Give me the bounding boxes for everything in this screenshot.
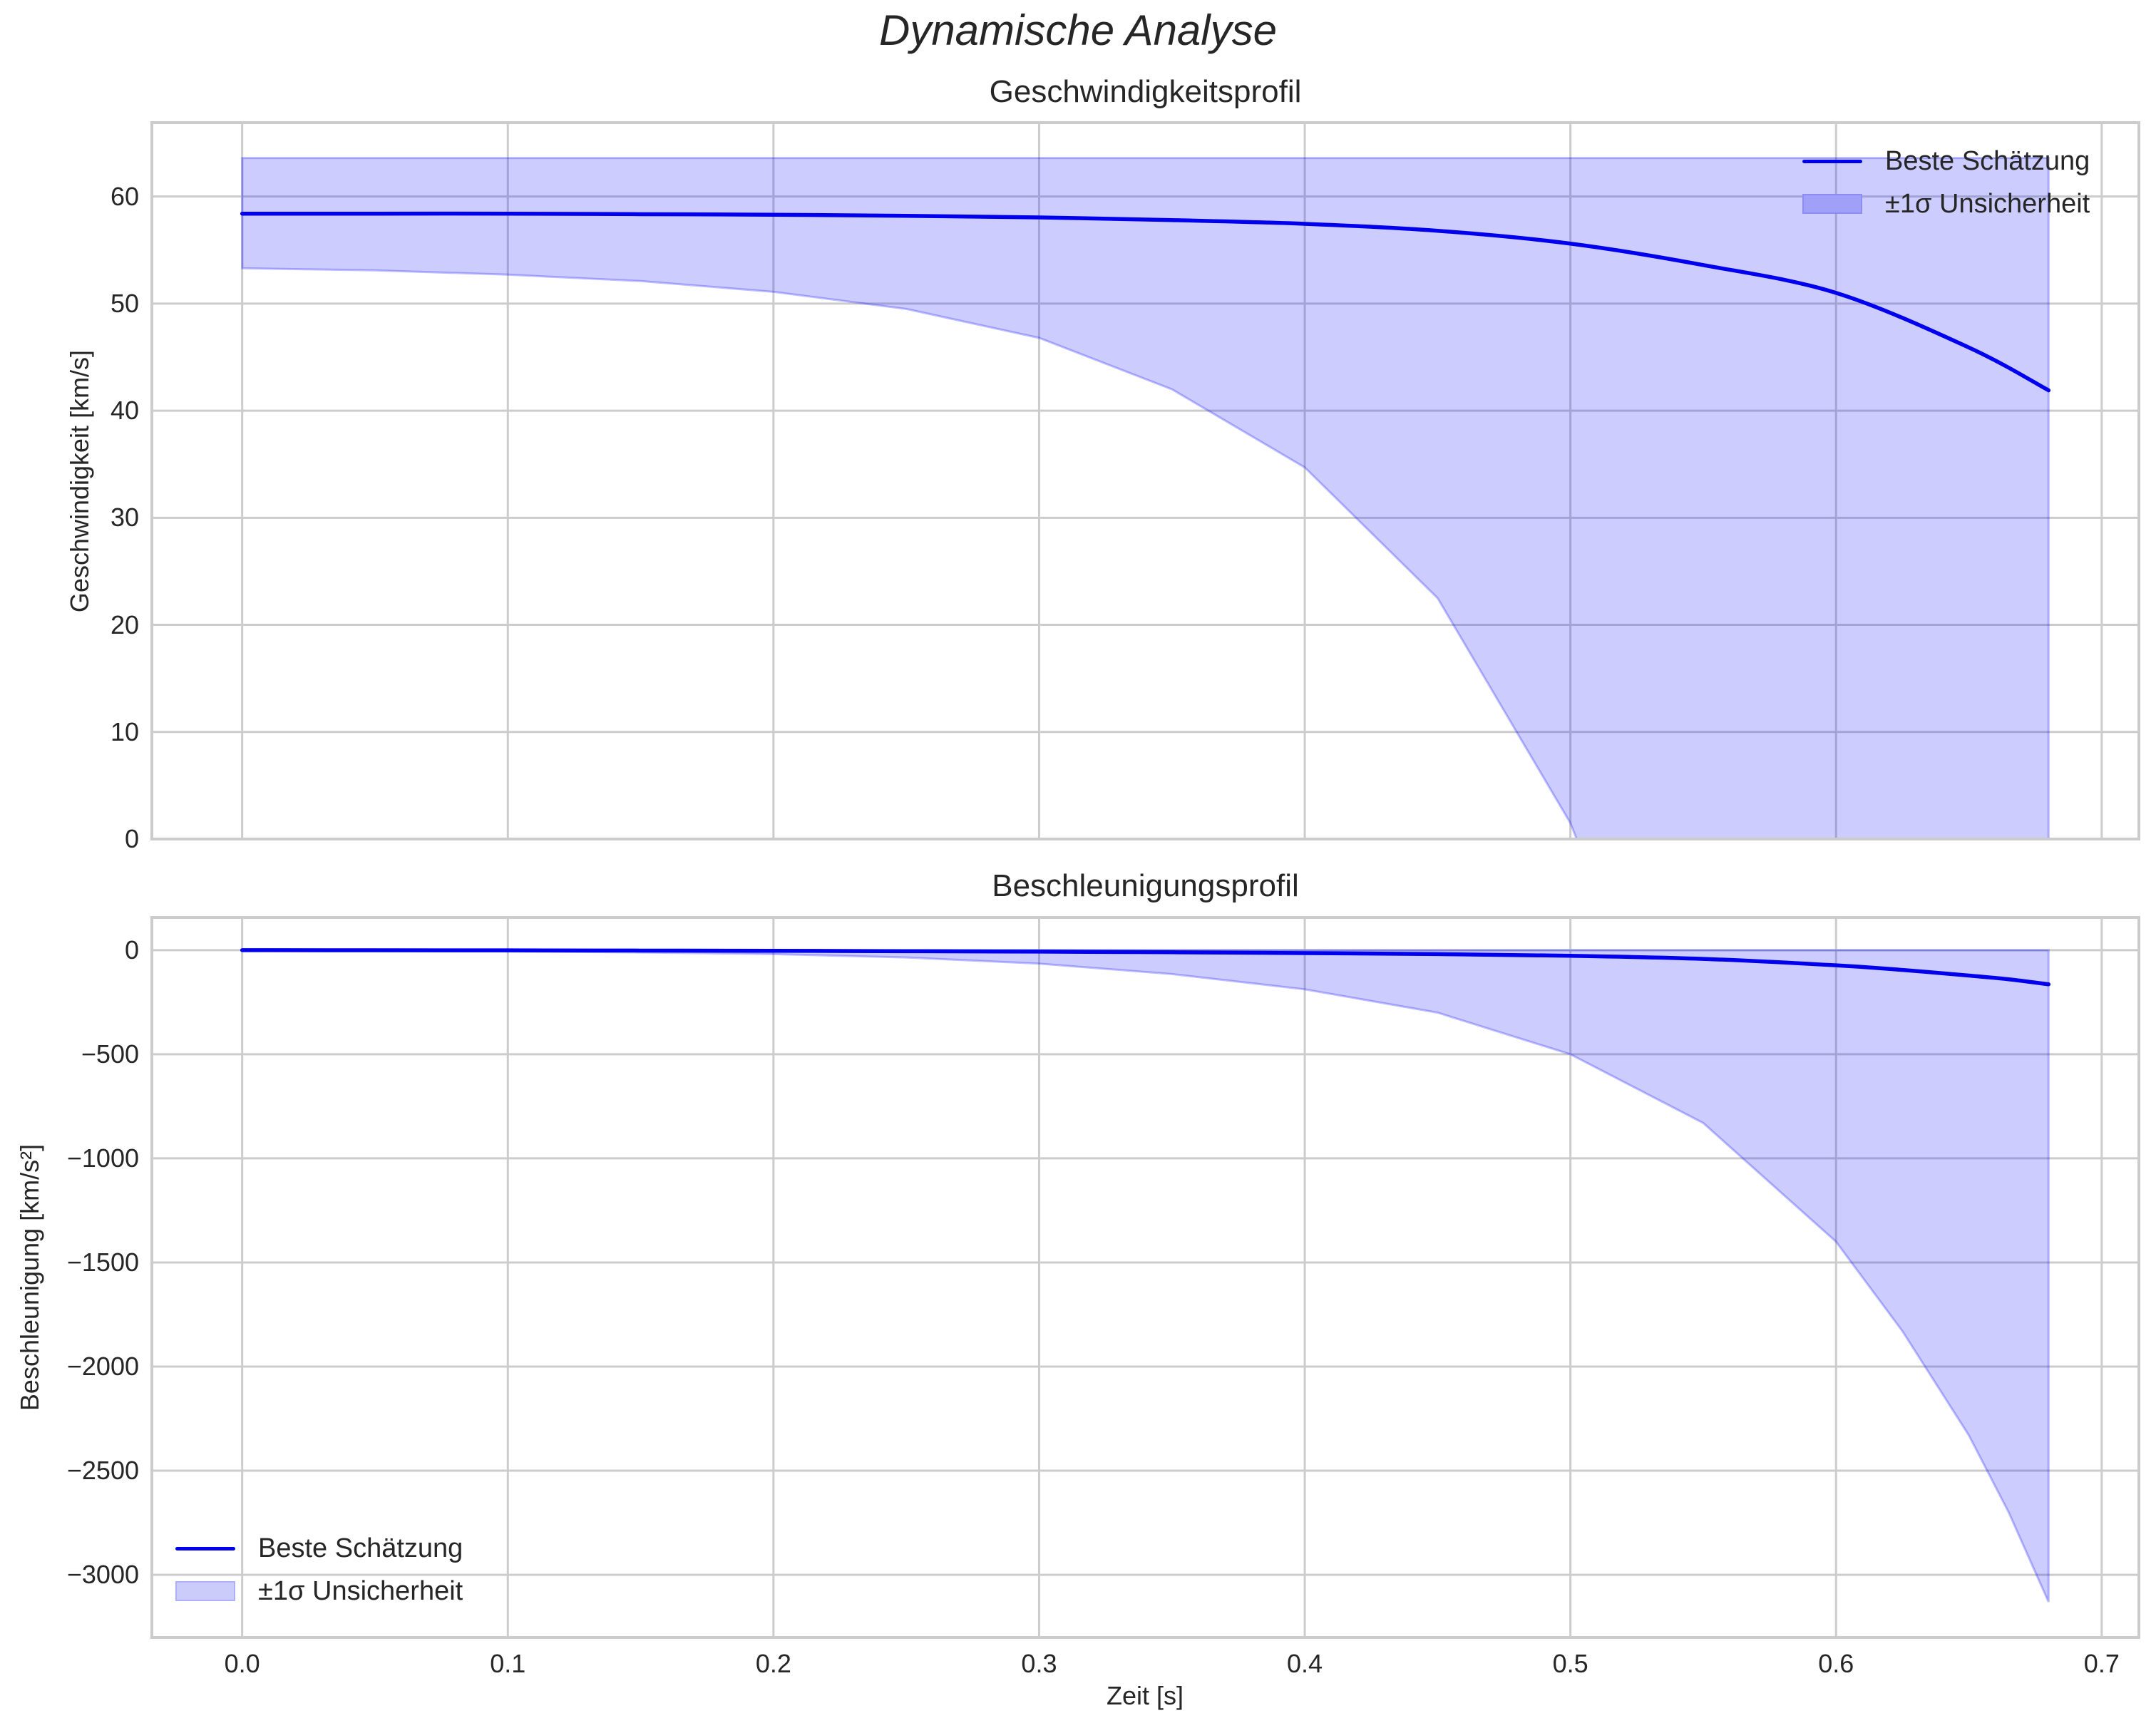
best-estimate-line [240,948,2051,987]
y-tick-label: −2000 [66,1352,139,1381]
x-tick-label: 0.1 [490,1649,526,1678]
x-axis-label: Zeit [s] [1106,1681,1184,1710]
uncertainty-band [241,157,2050,839]
y-tick-label: −3000 [66,1560,139,1590]
axes-frame [150,916,2140,1639]
y-tick-label: −2500 [66,1456,139,1486]
y-tick-label: 20 [110,610,139,639]
legend-label: ±1σ Unsicherheit [258,1575,463,1606]
y-tick-label: 0 [124,935,139,965]
y-tick-label: 10 [110,716,139,746]
axes-1-plot-area [150,916,2140,1639]
axes-frame [150,121,2140,840]
velocity-axes-title: Geschwindigkeitsprofil [989,74,1302,109]
axes-0-plot-area [150,121,2140,840]
velocity-legend: Beste Schätzung ±1σ Unsicherheit [1802,140,2090,225]
y-tick-label: −1500 [66,1247,139,1277]
x-tick-label: 0.3 [1021,1649,1057,1678]
line-swatch-icon [1802,159,1862,163]
velocity-y-axis-label: Geschwindigkeit [km/s] [65,349,94,613]
x-tick-label: 0.6 [1818,1649,1854,1678]
y-tick-label: 60 [110,181,139,211]
legend-label: ±1σ Unsicherheit [1885,188,2090,219]
patch-swatch-icon [1802,194,1862,214]
uncertainty-band [241,949,2050,1603]
x-tick-label: 0.4 [1287,1649,1323,1678]
line-swatch-icon [175,1546,235,1550]
legend-entry-best-estimate: Beste Schätzung [1802,140,2090,182]
legend-entry-uncertainty: ±1σ Unsicherheit [1802,182,2090,225]
y-tick-label: 50 [110,288,139,318]
acceleration-legend: Beste Schätzung ±1σ Unsicherheit [175,1527,463,1613]
legend-label: Beste Schätzung [1885,145,2090,176]
x-tick-label: 0.5 [1552,1649,1588,1678]
legend-label: Beste Schätzung [258,1533,463,1563]
y-tick-label: 40 [110,396,139,426]
legend-entry-best-estimate: Beste Schätzung [175,1527,463,1570]
x-tick-label: 0.0 [224,1649,260,1678]
x-tick-label: 0.2 [755,1649,791,1678]
y-tick-label: 0 [124,824,139,853]
acceleration-axes-title: Beschleunigungsprofil [992,868,1299,903]
x-tick-label: 0.7 [2083,1649,2120,1678]
patch-swatch-icon [175,1581,235,1601]
y-tick-label: 30 [110,503,139,533]
legend-entry-uncertainty: ±1σ Unsicherheit [175,1570,463,1613]
y-tick-label: −1000 [66,1143,139,1173]
y-tick-label: −500 [81,1039,139,1069]
best-estimate-line [240,211,2051,393]
figure-suptitle: Dynamische Analyse [878,6,1278,54]
acceleration-y-axis-label: Beschleunigung [km/s²] [15,1143,44,1411]
